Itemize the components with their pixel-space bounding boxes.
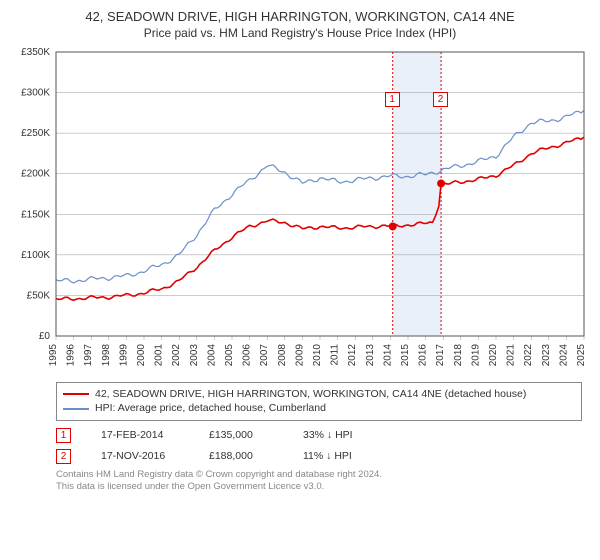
plot-annotation-badge: 1 bbox=[385, 92, 400, 107]
svg-text:2017: 2017 bbox=[435, 343, 446, 366]
chart-svg: £0 £50K £100K £150K £200K £250K £300K £350K 1995… bbox=[8, 46, 592, 376]
legend-item: 42, SEADOWN DRIVE, HIGH HARRINGTON, WORK… bbox=[63, 387, 575, 402]
svg-text:2020: 2020 bbox=[488, 343, 499, 366]
svg-text:£150K: £150K bbox=[21, 209, 50, 220]
svg-text:2001: 2001 bbox=[154, 343, 165, 366]
svg-text:2025: 2025 bbox=[576, 343, 587, 366]
svg-text:£50K: £50K bbox=[27, 290, 51, 301]
legend-label: HPI: Average price, detached house, Cumb… bbox=[95, 401, 326, 416]
svg-text:2024: 2024 bbox=[558, 343, 569, 366]
svg-text:£200K: £200K bbox=[21, 168, 50, 179]
svg-text:1999: 1999 bbox=[118, 343, 129, 366]
annotation-row: 2 17-NOV-2016 £188,000 11% ↓ HPI bbox=[56, 446, 582, 467]
svg-text:2007: 2007 bbox=[259, 343, 270, 366]
svg-text:2010: 2010 bbox=[312, 343, 323, 366]
legend-label: 42, SEADOWN DRIVE, HIGH HARRINGTON, WORK… bbox=[95, 387, 526, 402]
annotation-delta: 11% ↓ HPI bbox=[303, 450, 383, 462]
annotation-delta: 33% ↓ HPI bbox=[303, 429, 383, 441]
svg-text:£250K: £250K bbox=[21, 128, 50, 139]
svg-text:2004: 2004 bbox=[206, 343, 217, 366]
svg-text:2002: 2002 bbox=[171, 343, 182, 366]
svg-text:2022: 2022 bbox=[523, 343, 534, 366]
svg-text:2023: 2023 bbox=[541, 343, 552, 366]
footnote-line-2: This data is licensed under the Open Gov… bbox=[56, 481, 582, 493]
annotation-date: 17-NOV-2016 bbox=[101, 450, 185, 462]
plot-area: £0 £50K £100K £150K £200K £250K £300K £350K 1995… bbox=[8, 46, 592, 376]
svg-text:2003: 2003 bbox=[189, 343, 200, 366]
svg-text:2018: 2018 bbox=[453, 343, 464, 366]
annotation-date: 17-FEB-2014 bbox=[101, 429, 185, 441]
svg-text:1996: 1996 bbox=[66, 343, 77, 366]
svg-text:2014: 2014 bbox=[382, 343, 393, 366]
legend: 42, SEADOWN DRIVE, HIGH HARRINGTON, WORK… bbox=[56, 382, 582, 421]
svg-text:2011: 2011 bbox=[330, 343, 341, 365]
annotations-table: 1 17-FEB-2014 £135,000 33% ↓ HPI 2 17-NOV-201… bbox=[56, 425, 582, 467]
svg-text:1998: 1998 bbox=[101, 343, 112, 366]
chart-title: 42, SEADOWN DRIVE, HIGH HARRINGTON, WORK… bbox=[8, 8, 592, 26]
svg-text:£300K: £300K bbox=[21, 87, 50, 98]
svg-text:£100K: £100K bbox=[21, 249, 50, 260]
svg-text:2000: 2000 bbox=[136, 343, 147, 366]
chart-subtitle: Price paid vs. HM Land Registry's House … bbox=[8, 26, 592, 40]
footnote: Contains HM Land Registry data © Crown c… bbox=[56, 469, 582, 493]
annotation-price: £135,000 bbox=[209, 429, 279, 441]
svg-text:2012: 2012 bbox=[347, 343, 358, 366]
svg-text:2019: 2019 bbox=[470, 343, 481, 366]
svg-text:1995: 1995 bbox=[48, 343, 59, 366]
svg-text:2008: 2008 bbox=[277, 343, 288, 366]
footnote-line-1: Contains HM Land Registry data © Crown c… bbox=[56, 469, 582, 481]
annotation-badge: 1 bbox=[56, 428, 71, 443]
legend-swatch bbox=[63, 393, 89, 395]
svg-text:2016: 2016 bbox=[418, 343, 429, 366]
annotation-row: 1 17-FEB-2014 £135,000 33% ↓ HPI bbox=[56, 425, 582, 446]
svg-text:1997: 1997 bbox=[83, 343, 94, 366]
legend-item: HPI: Average price, detached house, Cumb… bbox=[63, 401, 575, 416]
svg-text:2021: 2021 bbox=[506, 343, 517, 366]
svg-text:£0: £0 bbox=[39, 331, 51, 342]
legend-swatch bbox=[63, 408, 89, 410]
svg-text:2009: 2009 bbox=[294, 343, 305, 366]
annotation-badge: 2 bbox=[56, 449, 71, 464]
svg-text:£350K: £350K bbox=[21, 47, 50, 58]
svg-text:2005: 2005 bbox=[224, 343, 235, 366]
plot-annotation-badge: 2 bbox=[433, 92, 448, 107]
svg-text:2015: 2015 bbox=[400, 343, 411, 366]
svg-text:2013: 2013 bbox=[365, 343, 376, 366]
svg-text:2006: 2006 bbox=[242, 343, 253, 366]
annotation-price: £188,000 bbox=[209, 450, 279, 462]
